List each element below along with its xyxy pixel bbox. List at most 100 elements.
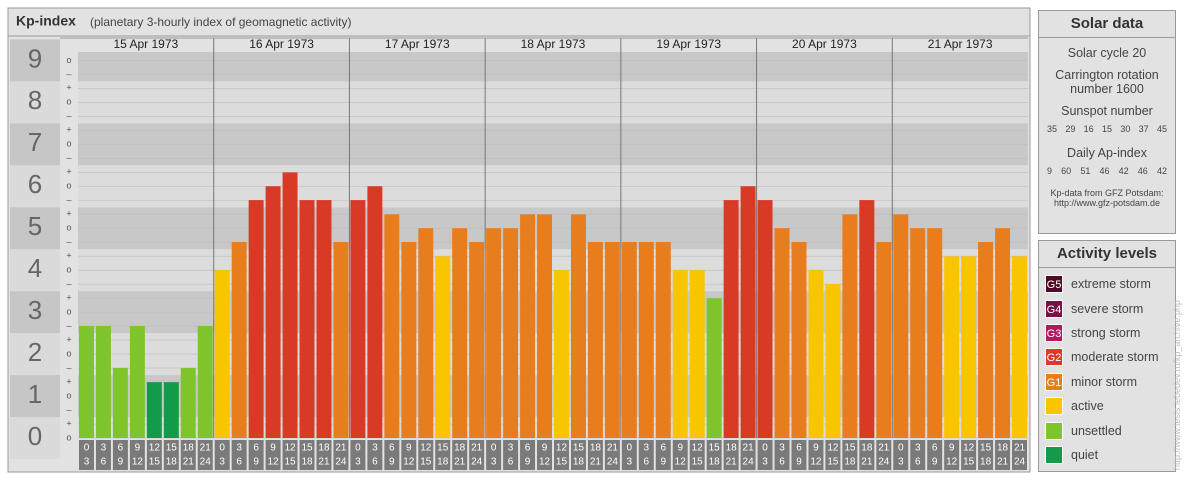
bar	[825, 284, 841, 438]
sunspot-number: 30	[1120, 124, 1131, 134]
y-sub-label: –	[66, 404, 71, 414]
hour-box	[469, 440, 485, 470]
hour-box	[995, 440, 1011, 470]
chart-title: Kp-index	[16, 13, 76, 29]
legend-label: minor storm	[1071, 374, 1137, 389]
x-tick-label: 9	[949, 443, 955, 454]
x-tick-label: 15	[963, 457, 975, 468]
y-tick-label: 0	[28, 421, 42, 451]
x-tick-label: 6	[932, 443, 938, 454]
y-sub-label: +	[66, 83, 71, 93]
x-tick-label: 6	[915, 457, 921, 468]
bar	[689, 270, 705, 438]
y-sub-label: +	[66, 167, 71, 177]
y-sub-label: o	[66, 223, 71, 233]
day-label: 20 Apr 1973	[792, 37, 857, 51]
bar	[401, 242, 417, 438]
hour-box	[231, 440, 247, 470]
watermark: http://www.tesis.lebedev.ru/kp_archive.p…	[1172, 300, 1182, 470]
legend-entry: G5 extreme storm	[1039, 272, 1175, 296]
x-tick-label: 3	[915, 443, 921, 454]
sunspot-number: 16	[1083, 124, 1094, 134]
sunspot-number: 29	[1065, 124, 1076, 134]
hour-box	[435, 440, 451, 470]
hour-box	[333, 440, 349, 470]
hour-box	[299, 440, 315, 470]
bar	[638, 242, 654, 438]
bar	[706, 298, 722, 438]
hour-box	[740, 440, 756, 470]
bar	[774, 228, 790, 438]
legend-label: unsettled	[1071, 423, 1122, 438]
y-label-box	[10, 207, 60, 250]
x-tick-label: 18	[590, 443, 602, 454]
activity-panel: Activity levels G5 extreme storm G4 severe …	[1038, 240, 1176, 472]
hour-box	[418, 440, 434, 470]
x-tick-label: 12	[692, 443, 704, 454]
x-tick-label: 3	[236, 443, 242, 454]
y-sub-label: o	[66, 181, 71, 191]
bar	[842, 214, 858, 438]
y-sub-label: o	[66, 139, 71, 149]
hour-box	[944, 440, 960, 470]
x-tick-label: 0	[898, 443, 904, 454]
legend-swatch	[1045, 445, 1063, 464]
x-tick-label: 9	[660, 457, 666, 468]
panel-title: Activity levels	[1039, 241, 1175, 268]
x-tick-label: 3	[644, 443, 650, 454]
hour-box	[452, 440, 468, 470]
solar-data-panel: Solar data Solar cycle 20 Carrington rot…	[1038, 10, 1176, 234]
bar	[808, 270, 824, 438]
bar	[180, 367, 196, 438]
ap-value: 60	[1061, 166, 1072, 176]
x-tick-label: 3	[898, 457, 904, 468]
x-tick-label: 9	[135, 443, 141, 454]
bar	[893, 214, 909, 438]
hour-box	[927, 440, 943, 470]
hour-box	[112, 440, 128, 470]
x-tick-label: 6	[660, 443, 666, 454]
y-sub-label: +	[66, 251, 71, 261]
x-tick-label: 18	[861, 443, 873, 454]
hour-box	[554, 440, 569, 470]
hour-box	[146, 440, 162, 470]
day-label: 16 Apr 1973	[249, 37, 314, 51]
y-tick-label: 6	[28, 169, 42, 199]
x-tick-label: 9	[813, 443, 819, 454]
sunspot-number: 15	[1101, 124, 1112, 134]
bar	[367, 186, 383, 438]
x-tick-label: 6	[101, 457, 107, 468]
hour-box	[638, 440, 654, 470]
y-sub-label: –	[66, 237, 71, 247]
bar	[112, 367, 128, 438]
x-tick-label: 0	[491, 443, 497, 454]
ap-title: Daily Ap-index	[1067, 146, 1147, 160]
hour-box	[282, 440, 298, 470]
x-tick-label: 9	[253, 457, 259, 468]
ap-value: 46	[1099, 166, 1110, 176]
x-tick-label: 12	[420, 443, 432, 454]
x-tick-label: 15	[709, 443, 721, 454]
band	[78, 52, 1028, 82]
y-label-box	[10, 165, 60, 208]
hour-box	[621, 440, 637, 470]
hour-box	[842, 440, 858, 470]
y-tick-label: 7	[28, 127, 42, 157]
x-tick-label: 9	[796, 457, 802, 468]
x-tick-label: 12	[810, 457, 822, 468]
x-tick-label: 0	[219, 443, 225, 454]
x-tick-label: 3	[372, 443, 378, 454]
hour-box	[401, 440, 417, 470]
x-tick-label: 24	[200, 457, 212, 468]
bar	[859, 200, 875, 438]
x-tick-label: 12	[946, 457, 958, 468]
hour-box	[214, 440, 230, 470]
x-tick-label: 6	[779, 457, 785, 468]
band	[78, 417, 1028, 438]
bar	[197, 325, 213, 438]
bar	[248, 200, 264, 438]
x-tick-label: 21	[607, 443, 619, 454]
carrington: Carrington rotation number 1600	[1055, 68, 1159, 96]
hour-box	[910, 440, 926, 470]
hour-box	[961, 440, 977, 470]
